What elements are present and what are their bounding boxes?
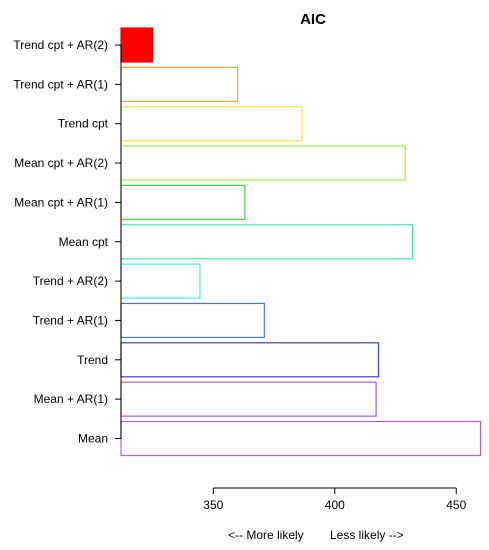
bar-7: [120, 302, 265, 339]
y-tick-label-8: Trend: [77, 353, 108, 367]
y-tick-label-1: Trend cpt + AR(1): [13, 77, 108, 91]
bar-8: [120, 342, 380, 378]
bar-4: [120, 184, 246, 220]
bar-0: [120, 27, 154, 63]
footer-less-likely: Less likely -->: [330, 528, 404, 542]
x-tick-label-1: 400: [325, 498, 345, 512]
y-tick-label-0: Trend cpt + AR(2): [13, 38, 108, 52]
bar-2: [120, 106, 303, 142]
y-tick-label-6: Trend + AR(2): [33, 274, 108, 288]
y-axis: Trend cpt + AR(2) Trend cpt + AR(1) Trend …: [13, 38, 122, 446]
bar-10: [120, 420, 482, 457]
bar-3: [120, 145, 406, 181]
x-tick-label-2: 450: [446, 498, 466, 512]
bar-9: [120, 381, 377, 417]
y-tick-label-3: Mean cpt + AR(2): [14, 156, 108, 170]
x-axis: 350 400 450: [203, 487, 467, 512]
y-tick-label-5: Mean cpt: [59, 235, 109, 249]
bar-5: [120, 224, 414, 260]
bars-group: [120, 27, 482, 457]
footer-more-likely: <-- More likely: [228, 528, 304, 542]
y-tick-label-2: Trend cpt: [58, 117, 109, 131]
y-tick-label-9: Mean + AR(1): [34, 392, 108, 406]
y-tick-label-4: Mean cpt + AR(1): [14, 195, 108, 209]
bar-6: [120, 263, 201, 299]
x-tick-label-0: 350: [203, 498, 223, 512]
chart-title: AIC: [300, 11, 326, 28]
y-tick-label-7: Trend + AR(1): [33, 313, 108, 327]
y-tick-label-10: Mean: [78, 432, 108, 446]
bar-1: [120, 66, 239, 102]
